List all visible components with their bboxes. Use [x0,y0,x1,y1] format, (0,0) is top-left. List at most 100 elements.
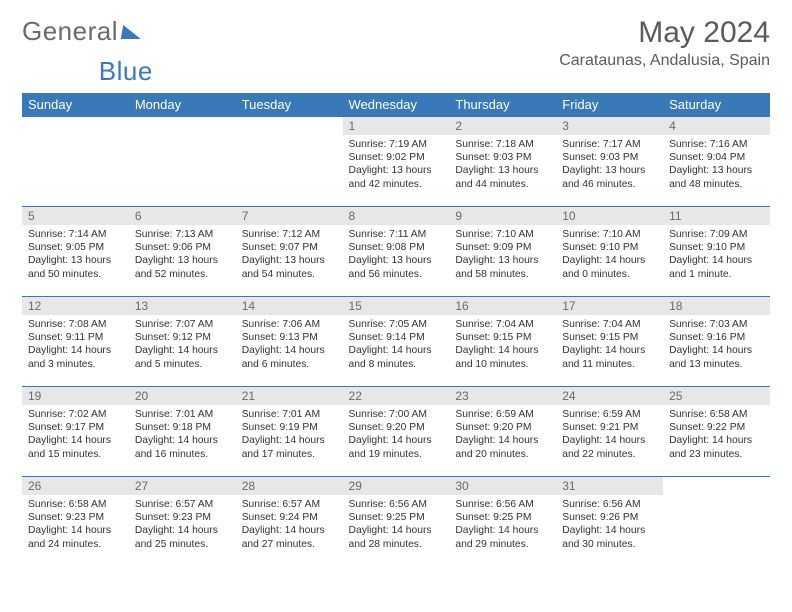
day-detail-line: Sunset: 9:15 PM [562,331,657,344]
day-detail-line: Sunrise: 6:56 AM [349,498,444,511]
day-details: Sunrise: 7:11 AMSunset: 9:08 PMDaylight:… [343,225,450,285]
day-detail-line: Sunset: 9:18 PM [135,421,230,434]
day-number: 26 [22,477,129,495]
day-detail-line: and 50 minutes. [28,268,123,281]
day-detail-line: Sunrise: 6:59 AM [455,408,550,421]
day-detail-line: Daylight: 14 hours [135,524,230,537]
brand-logo: General [22,16,144,47]
day-details: Sunrise: 6:59 AMSunset: 9:21 PMDaylight:… [556,405,663,465]
day-detail-line: Sunrise: 7:05 AM [349,318,444,331]
day-detail-line: Sunset: 9:08 PM [349,241,444,254]
day-detail-line: Sunrise: 7:17 AM [562,138,657,151]
day-detail-line: Sunrise: 6:58 AM [28,498,123,511]
day-detail-line: Daylight: 14 hours [562,524,657,537]
day-detail-line: Sunset: 9:07 PM [242,241,337,254]
day-detail-line: Daylight: 14 hours [242,434,337,447]
day-detail-line: Sunrise: 7:16 AM [669,138,764,151]
calendar-day-cell: 26Sunrise: 6:58 AMSunset: 9:23 PMDayligh… [22,477,129,567]
day-number: 30 [449,477,556,495]
day-detail-line: and 28 minutes. [349,538,444,551]
day-detail-line: Sunset: 9:11 PM [28,331,123,344]
day-detail-line: Daylight: 14 hours [669,434,764,447]
day-detail-line: Daylight: 14 hours [455,524,550,537]
day-details: Sunrise: 7:10 AMSunset: 9:10 PMDaylight:… [556,225,663,285]
day-detail-line: Daylight: 14 hours [135,434,230,447]
day-detail-line: Sunrise: 7:01 AM [135,408,230,421]
day-detail-line: Sunrise: 7:12 AM [242,228,337,241]
day-detail-line: Sunrise: 6:57 AM [135,498,230,511]
calendar-day-cell: 24Sunrise: 6:59 AMSunset: 9:21 PMDayligh… [556,387,663,477]
day-detail-line: Daylight: 14 hours [28,524,123,537]
day-detail-line: and 0 minutes. [562,268,657,281]
day-details: Sunrise: 7:06 AMSunset: 9:13 PMDaylight:… [236,315,343,375]
day-detail-line: and 54 minutes. [242,268,337,281]
day-detail-line: and 16 minutes. [135,448,230,461]
day-details: Sunrise: 6:56 AMSunset: 9:25 PMDaylight:… [449,495,556,555]
day-header: Saturday [663,93,770,117]
day-detail-line: and 17 minutes. [242,448,337,461]
calendar-body: 1Sunrise: 7:19 AMSunset: 9:02 PMDaylight… [22,117,770,567]
day-detail-line: and 56 minutes. [349,268,444,281]
day-details: Sunrise: 7:19 AMSunset: 9:02 PMDaylight:… [343,135,450,195]
day-detail-line: Sunset: 9:25 PM [349,511,444,524]
calendar-day-cell: 10Sunrise: 7:10 AMSunset: 9:10 PMDayligh… [556,207,663,297]
calendar-day-cell: 2Sunrise: 7:18 AMSunset: 9:03 PMDaylight… [449,117,556,207]
day-details: Sunrise: 7:00 AMSunset: 9:20 PMDaylight:… [343,405,450,465]
day-details: Sunrise: 7:16 AMSunset: 9:04 PMDaylight:… [663,135,770,195]
brand-part2: Blue [99,56,153,87]
day-detail-line: Sunset: 9:03 PM [455,151,550,164]
day-number: 11 [663,207,770,225]
day-details: Sunrise: 7:17 AMSunset: 9:03 PMDaylight:… [556,135,663,195]
day-detail-line: Daylight: 14 hours [562,254,657,267]
calendar-day-cell: 12Sunrise: 7:08 AMSunset: 9:11 PMDayligh… [22,297,129,387]
day-detail-line: Sunset: 9:15 PM [455,331,550,344]
day-detail-line: Daylight: 13 hours [455,164,550,177]
day-header: Tuesday [236,93,343,117]
day-detail-line: Daylight: 14 hours [562,344,657,357]
day-detail-line: Daylight: 14 hours [669,344,764,357]
day-detail-line: Sunset: 9:26 PM [562,511,657,524]
day-details: Sunrise: 7:07 AMSunset: 9:12 PMDaylight:… [129,315,236,375]
day-detail-line: Sunrise: 7:09 AM [669,228,764,241]
day-detail-line: Sunrise: 6:56 AM [455,498,550,511]
day-detail-line: Sunset: 9:05 PM [28,241,123,254]
day-detail-line: Sunset: 9:16 PM [669,331,764,344]
day-detail-line: and 8 minutes. [349,358,444,371]
day-detail-line: and 23 minutes. [669,448,764,461]
calendar-day-cell: 11Sunrise: 7:09 AMSunset: 9:10 PMDayligh… [663,207,770,297]
day-details: Sunrise: 6:58 AMSunset: 9:23 PMDaylight:… [22,495,129,555]
day-number: 16 [449,297,556,315]
month-title: May 2024 [559,16,770,50]
day-details: Sunrise: 6:57 AMSunset: 9:24 PMDaylight:… [236,495,343,555]
day-detail-line: Sunrise: 7:04 AM [562,318,657,331]
day-detail-line: Sunrise: 7:01 AM [242,408,337,421]
day-detail-line: Sunrise: 7:19 AM [349,138,444,151]
logo-triangle-icon [121,25,143,39]
calendar-day-cell: 6Sunrise: 7:13 AMSunset: 9:06 PMDaylight… [129,207,236,297]
day-detail-line: Sunrise: 7:06 AM [242,318,337,331]
calendar-day-cell: 20Sunrise: 7:01 AMSunset: 9:18 PMDayligh… [129,387,236,477]
day-detail-line: Sunset: 9:17 PM [28,421,123,434]
day-detail-line: and 30 minutes. [562,538,657,551]
day-details: Sunrise: 6:56 AMSunset: 9:26 PMDaylight:… [556,495,663,555]
day-details: Sunrise: 7:03 AMSunset: 9:16 PMDaylight:… [663,315,770,375]
day-detail-line: and 3 minutes. [28,358,123,371]
calendar-day-cell: 19Sunrise: 7:02 AMSunset: 9:17 PMDayligh… [22,387,129,477]
day-detail-line: Sunrise: 7:00 AM [349,408,444,421]
day-detail-line: Sunrise: 6:57 AM [242,498,337,511]
day-details: Sunrise: 7:09 AMSunset: 9:10 PMDaylight:… [663,225,770,285]
day-detail-line: Sunset: 9:24 PM [242,511,337,524]
day-details: Sunrise: 7:08 AMSunset: 9:11 PMDaylight:… [22,315,129,375]
day-detail-line: and 5 minutes. [135,358,230,371]
day-detail-line: Sunrise: 7:03 AM [669,318,764,331]
day-detail-line: Daylight: 14 hours [455,344,550,357]
calendar-day-cell: 30Sunrise: 6:56 AMSunset: 9:25 PMDayligh… [449,477,556,567]
day-number: 3 [556,117,663,135]
day-detail-line: and 24 minutes. [28,538,123,551]
day-details: Sunrise: 7:14 AMSunset: 9:05 PMDaylight:… [22,225,129,285]
day-detail-line: Sunrise: 7:18 AM [455,138,550,151]
calendar-day-cell: 18Sunrise: 7:03 AMSunset: 9:16 PMDayligh… [663,297,770,387]
day-detail-line: and 42 minutes. [349,178,444,191]
day-details: Sunrise: 7:13 AMSunset: 9:06 PMDaylight:… [129,225,236,285]
calendar-day-cell: 15Sunrise: 7:05 AMSunset: 9:14 PMDayligh… [343,297,450,387]
